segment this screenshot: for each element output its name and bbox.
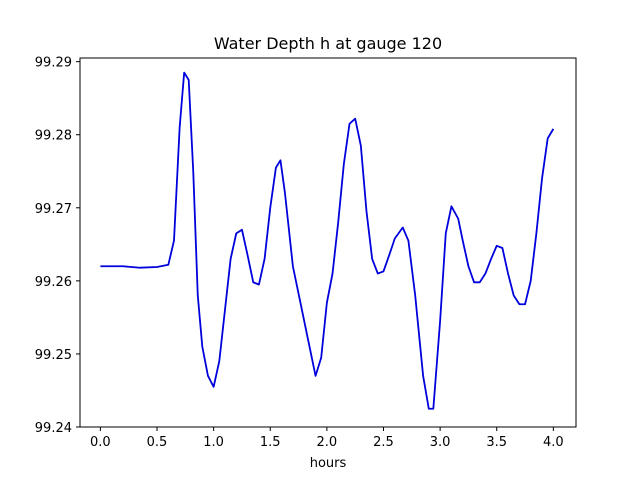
x-axis: 0.0 0.5 1.0 1.5 2.0 2.5 3.0 3.5 4.0	[90, 427, 564, 450]
x-tick-label: 3.0	[430, 435, 451, 450]
y-tick-label: 99.28	[35, 129, 72, 144]
x-tick-label: 3.5	[486, 435, 507, 450]
x-axis-label: hours	[310, 456, 347, 471]
series-line-0	[100, 71, 555, 410]
x-tick-label: 2.5	[373, 435, 394, 450]
x-tick-label: 2.0	[317, 435, 338, 450]
y-tick-label: 99.25	[35, 348, 72, 363]
x-tick-label: 1.0	[203, 435, 224, 450]
y-axis: 99.24 99.25 99.26 99.27 99.28 99.29	[35, 56, 80, 436]
y-tick-label: 99.24	[35, 421, 72, 436]
x-tick-label: 4.0	[543, 435, 564, 450]
chart-title: Water Depth h at gauge 120	[214, 34, 442, 53]
x-tick-label: 0.0	[90, 435, 111, 450]
y-tick-label: 99.26	[35, 275, 72, 290]
plot-frame	[79, 57, 577, 428]
plot-area	[100, 71, 555, 410]
y-tick-label: 99.29	[35, 56, 72, 71]
x-tick-label: 1.5	[260, 435, 281, 450]
x-tick-label: 0.5	[147, 435, 168, 450]
y-tick-label: 99.27	[35, 202, 72, 217]
